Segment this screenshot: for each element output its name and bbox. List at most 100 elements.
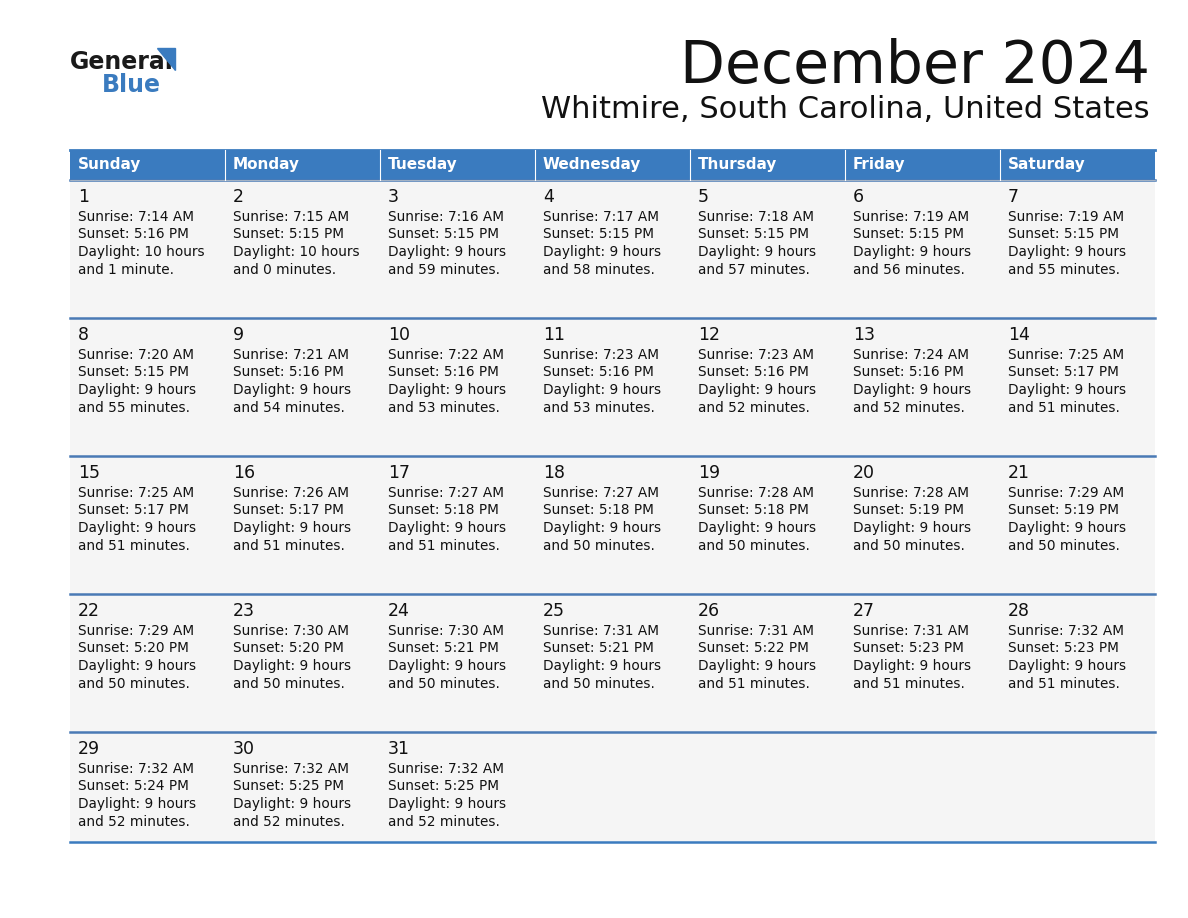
- Text: Sunset: 5:15 PM: Sunset: 5:15 PM: [78, 365, 189, 379]
- Text: Sunset: 5:18 PM: Sunset: 5:18 PM: [543, 503, 653, 518]
- Text: 17: 17: [388, 464, 410, 482]
- Text: and 58 minutes.: and 58 minutes.: [543, 263, 655, 276]
- Text: Sunset: 5:19 PM: Sunset: 5:19 PM: [1007, 503, 1119, 518]
- Bar: [225, 594, 380, 732]
- Bar: [225, 150, 380, 180]
- Text: Sunrise: 7:31 AM: Sunrise: 7:31 AM: [699, 624, 814, 638]
- Text: Daylight: 9 hours: Daylight: 9 hours: [699, 659, 816, 673]
- Text: 18: 18: [543, 464, 565, 482]
- Text: Sunrise: 7:19 AM: Sunrise: 7:19 AM: [853, 210, 969, 224]
- Text: Sunrise: 7:14 AM: Sunrise: 7:14 AM: [78, 210, 194, 224]
- Text: Daylight: 9 hours: Daylight: 9 hours: [388, 245, 506, 259]
- Text: Sunset: 5:15 PM: Sunset: 5:15 PM: [699, 228, 809, 241]
- Text: Sunrise: 7:29 AM: Sunrise: 7:29 AM: [1007, 486, 1124, 500]
- Text: 30: 30: [233, 740, 255, 758]
- Text: Daylight: 9 hours: Daylight: 9 hours: [78, 797, 196, 811]
- Text: Daylight: 10 hours: Daylight: 10 hours: [233, 245, 360, 259]
- Text: Sunset: 5:23 PM: Sunset: 5:23 PM: [853, 642, 963, 655]
- Text: Sunrise: 7:24 AM: Sunrise: 7:24 AM: [853, 348, 969, 362]
- Text: 19: 19: [699, 464, 720, 482]
- Bar: [1000, 456, 1155, 594]
- Text: Sunset: 5:25 PM: Sunset: 5:25 PM: [388, 779, 499, 793]
- Bar: [225, 732, 380, 842]
- Bar: [535, 150, 690, 180]
- Text: Sunrise: 7:26 AM: Sunrise: 7:26 AM: [233, 486, 349, 500]
- Text: Sunset: 5:17 PM: Sunset: 5:17 PM: [78, 503, 189, 518]
- Text: Sunrise: 7:18 AM: Sunrise: 7:18 AM: [699, 210, 814, 224]
- Text: Sunrise: 7:23 AM: Sunrise: 7:23 AM: [543, 348, 659, 362]
- Bar: [380, 318, 535, 456]
- Text: Sunset: 5:16 PM: Sunset: 5:16 PM: [233, 365, 343, 379]
- Text: 29: 29: [78, 740, 100, 758]
- Bar: [690, 318, 845, 456]
- Text: and 51 minutes.: and 51 minutes.: [853, 677, 965, 690]
- Text: Sunset: 5:18 PM: Sunset: 5:18 PM: [699, 503, 809, 518]
- Text: Sunset: 5:20 PM: Sunset: 5:20 PM: [233, 642, 343, 655]
- Text: Sunset: 5:23 PM: Sunset: 5:23 PM: [1007, 642, 1119, 655]
- Text: 15: 15: [78, 464, 100, 482]
- Text: Daylight: 9 hours: Daylight: 9 hours: [699, 245, 816, 259]
- Bar: [535, 594, 690, 732]
- Bar: [225, 318, 380, 456]
- Text: and 50 minutes.: and 50 minutes.: [699, 539, 810, 553]
- Bar: [380, 594, 535, 732]
- Text: and 54 minutes.: and 54 minutes.: [233, 400, 345, 415]
- Text: and 56 minutes.: and 56 minutes.: [853, 263, 965, 276]
- Text: 23: 23: [233, 602, 255, 620]
- Text: Sunrise: 7:32 AM: Sunrise: 7:32 AM: [233, 762, 349, 776]
- Text: Sunrise: 7:16 AM: Sunrise: 7:16 AM: [388, 210, 504, 224]
- Text: Sunset: 5:25 PM: Sunset: 5:25 PM: [233, 779, 345, 793]
- Text: Sunset: 5:21 PM: Sunset: 5:21 PM: [543, 642, 653, 655]
- Text: Daylight: 9 hours: Daylight: 9 hours: [699, 383, 816, 397]
- Text: Daylight: 9 hours: Daylight: 9 hours: [388, 797, 506, 811]
- Bar: [70, 732, 225, 842]
- Text: Sunrise: 7:25 AM: Sunrise: 7:25 AM: [1007, 348, 1124, 362]
- Text: and 51 minutes.: and 51 minutes.: [1007, 400, 1120, 415]
- Text: and 50 minutes.: and 50 minutes.: [233, 677, 345, 690]
- Bar: [690, 594, 845, 732]
- Text: General: General: [70, 50, 173, 74]
- Text: and 52 minutes.: and 52 minutes.: [78, 814, 190, 829]
- Text: Daylight: 9 hours: Daylight: 9 hours: [543, 521, 662, 535]
- Text: Sunrise: 7:25 AM: Sunrise: 7:25 AM: [78, 486, 194, 500]
- Text: 22: 22: [78, 602, 100, 620]
- Text: and 51 minutes.: and 51 minutes.: [78, 539, 190, 553]
- Text: and 1 minute.: and 1 minute.: [78, 263, 173, 276]
- Text: Daylight: 9 hours: Daylight: 9 hours: [233, 659, 352, 673]
- Text: 28: 28: [1007, 602, 1030, 620]
- Text: Daylight: 9 hours: Daylight: 9 hours: [699, 521, 816, 535]
- Text: Daylight: 9 hours: Daylight: 9 hours: [853, 659, 971, 673]
- Text: Sunset: 5:15 PM: Sunset: 5:15 PM: [543, 228, 655, 241]
- Text: Sunrise: 7:28 AM: Sunrise: 7:28 AM: [699, 486, 814, 500]
- Text: 13: 13: [853, 326, 876, 344]
- Text: Sunrise: 7:30 AM: Sunrise: 7:30 AM: [233, 624, 349, 638]
- Bar: [690, 180, 845, 318]
- Text: 14: 14: [1007, 326, 1030, 344]
- Text: Sunset: 5:16 PM: Sunset: 5:16 PM: [78, 228, 189, 241]
- Text: and 52 minutes.: and 52 minutes.: [853, 400, 965, 415]
- Text: Sunset: 5:16 PM: Sunset: 5:16 PM: [543, 365, 653, 379]
- Bar: [1000, 150, 1155, 180]
- Text: Daylight: 9 hours: Daylight: 9 hours: [1007, 383, 1126, 397]
- Bar: [535, 318, 690, 456]
- Text: 20: 20: [853, 464, 876, 482]
- Bar: [70, 318, 225, 456]
- Text: 7: 7: [1007, 188, 1019, 206]
- Bar: [845, 456, 1000, 594]
- Bar: [690, 456, 845, 594]
- Text: and 53 minutes.: and 53 minutes.: [543, 400, 655, 415]
- Text: Daylight: 9 hours: Daylight: 9 hours: [853, 521, 971, 535]
- Text: Daylight: 9 hours: Daylight: 9 hours: [1007, 659, 1126, 673]
- Text: Sunrise: 7:32 AM: Sunrise: 7:32 AM: [1007, 624, 1124, 638]
- Text: Sunset: 5:15 PM: Sunset: 5:15 PM: [1007, 228, 1119, 241]
- Text: and 57 minutes.: and 57 minutes.: [699, 263, 810, 276]
- Text: 1: 1: [78, 188, 89, 206]
- Text: 6: 6: [853, 188, 864, 206]
- Text: Daylight: 9 hours: Daylight: 9 hours: [78, 659, 196, 673]
- Text: Sunset: 5:21 PM: Sunset: 5:21 PM: [388, 642, 499, 655]
- Text: Sunrise: 7:23 AM: Sunrise: 7:23 AM: [699, 348, 814, 362]
- Bar: [845, 180, 1000, 318]
- Text: 5: 5: [699, 188, 709, 206]
- Text: 2: 2: [233, 188, 244, 206]
- Text: Saturday: Saturday: [1007, 158, 1086, 173]
